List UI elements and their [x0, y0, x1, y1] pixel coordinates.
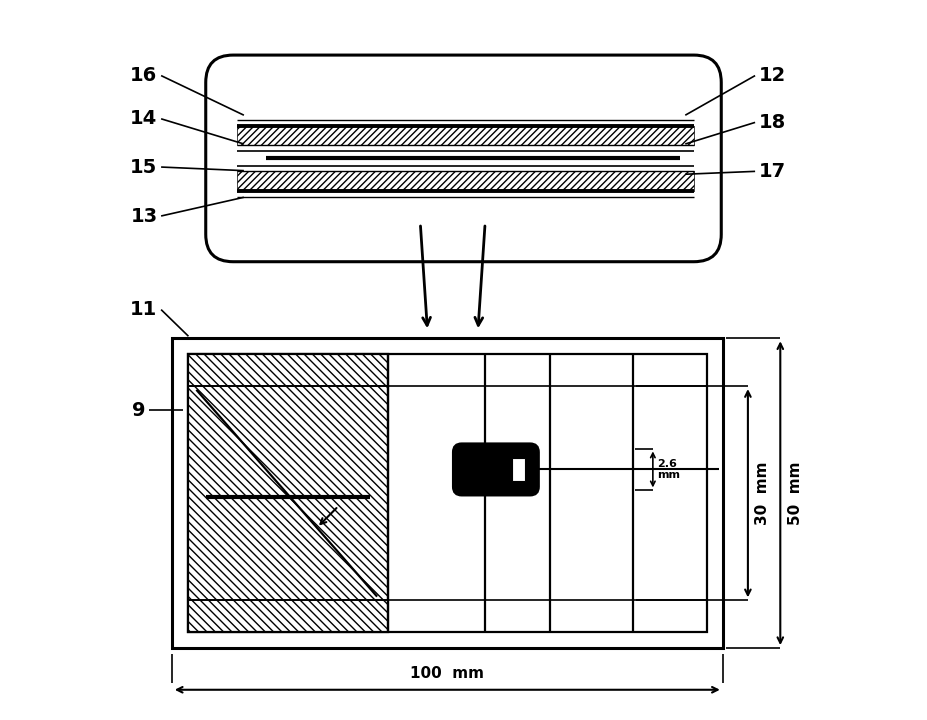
- Text: 100  mm: 100 mm: [411, 666, 484, 681]
- Text: 2.6
mm: 2.6 mm: [657, 459, 680, 480]
- Text: 16: 16: [131, 66, 158, 85]
- Text: 50  mm: 50 mm: [788, 462, 803, 525]
- Text: 12: 12: [758, 66, 786, 85]
- Text: 13: 13: [131, 207, 158, 225]
- Bar: [171, 338, 723, 648]
- Bar: [512, 458, 525, 481]
- Text: 11: 11: [131, 300, 158, 319]
- FancyBboxPatch shape: [453, 444, 539, 495]
- Bar: [236, 126, 694, 145]
- Text: 17: 17: [758, 162, 786, 181]
- Bar: [236, 171, 694, 191]
- Text: 30  mm: 30 mm: [756, 462, 770, 525]
- FancyBboxPatch shape: [206, 55, 721, 262]
- Bar: [188, 354, 707, 632]
- Bar: [188, 354, 387, 632]
- Text: 14: 14: [131, 109, 158, 128]
- Bar: [188, 354, 387, 632]
- Text: 15: 15: [131, 158, 158, 176]
- Text: 18: 18: [758, 113, 786, 132]
- Text: 9: 9: [132, 401, 146, 420]
